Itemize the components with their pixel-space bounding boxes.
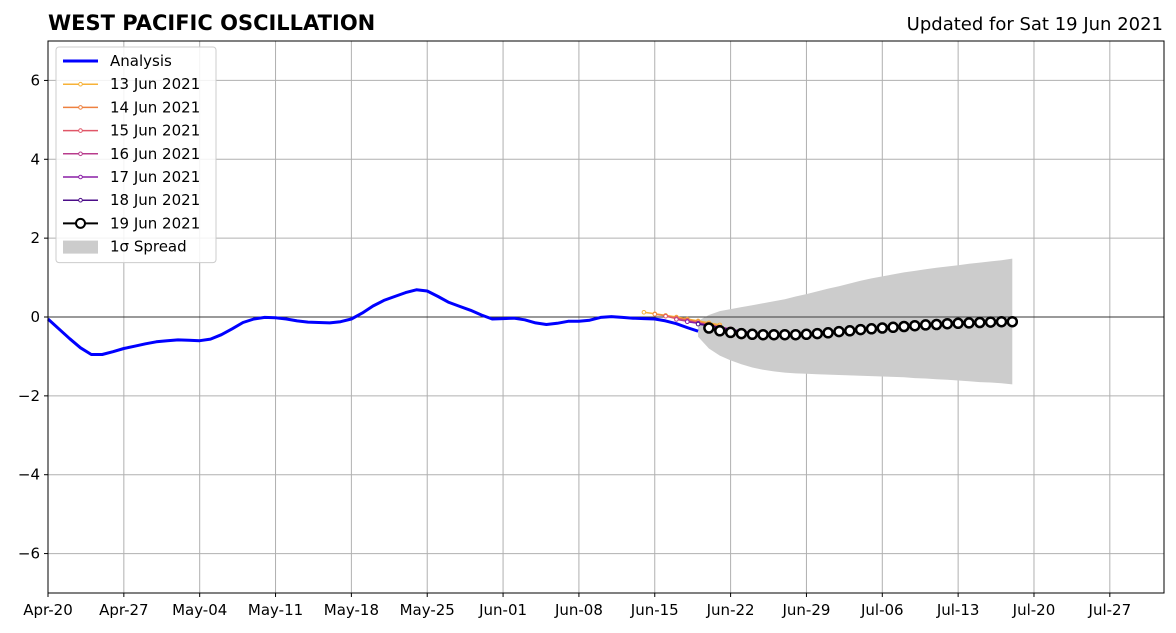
legend-label: Analysis	[110, 52, 172, 70]
y-axis-ticks: −6 −4 −2 0 2 4 6	[18, 71, 48, 563]
forecast-point	[674, 317, 679, 322]
forecast-point	[695, 321, 701, 327]
legend-swatch-marker	[75, 217, 86, 229]
y-tick-label: −6	[18, 545, 40, 563]
analysis-line	[46, 288, 699, 356]
legend-swatch-marker	[78, 197, 83, 203]
legend-item: 1σ Spread	[63, 238, 187, 256]
forecast-point	[685, 319, 690, 325]
legend-label: 19 Jun 2021	[110, 214, 200, 232]
forecast-point	[641, 310, 647, 315]
analysis-layer	[46, 288, 699, 356]
x-tick-label: May-25	[400, 601, 455, 619]
legend-label: 16 Jun 2021	[110, 145, 200, 163]
legend-item: Analysis	[63, 52, 172, 70]
legend-box	[55, 46, 217, 264]
legend-label: 17 Jun 2021	[110, 168, 200, 186]
x-tick-label: Jul-06	[860, 601, 904, 619]
x-axis-ticks: Apr-20 Apr-27 May-04 May-11 May-18 May-25 Jun-…	[23, 593, 1131, 619]
forecast-point	[887, 321, 899, 334]
legend-label: 13 Jun 2021	[110, 75, 200, 93]
x-tick-label: Jun-29	[781, 601, 830, 619]
y-tick-label: −4	[18, 466, 40, 484]
legend-label: 1σ Spread	[110, 238, 187, 256]
forecast-point	[995, 315, 1008, 328]
forecast-point	[1006, 315, 1019, 328]
legend-label: 15 Jun 2021	[110, 122, 200, 140]
legend-swatch-marker	[78, 128, 83, 133]
legend-item: 18 Jun 2021	[63, 191, 200, 209]
forecast-point	[909, 319, 921, 332]
forecast-point	[876, 322, 889, 334]
legend-item: 19 Jun 2021	[63, 214, 200, 232]
forecast-point	[779, 328, 791, 341]
forecast-point	[865, 323, 878, 335]
legend-swatch	[63, 240, 98, 254]
forecast-point	[930, 318, 943, 331]
forecast-point	[941, 317, 954, 330]
x-tick-label: Jun-15	[630, 601, 679, 619]
y-tick-label: 0	[30, 308, 40, 326]
forecast-point	[844, 325, 856, 337]
y-tick-label: 6	[30, 71, 40, 89]
legend-item: 15 Jun 2021	[63, 122, 200, 140]
x-tick-label: Jul-20	[1012, 601, 1056, 619]
legend-item: 14 Jun 2021	[63, 98, 200, 116]
y-tick-label: 4	[30, 150, 40, 168]
forecast-point	[919, 319, 932, 331]
x-tick-label: Jun-01	[478, 601, 527, 619]
legend-label: 18 Jun 2021	[110, 191, 200, 209]
forecast-point	[822, 327, 834, 339]
y-tick-label: −2	[18, 387, 40, 405]
legend-item: 16 Jun 2021	[63, 145, 200, 163]
forecast-point	[768, 328, 780, 341]
x-tick-label: Jun-08	[554, 601, 603, 619]
x-tick-label: Jun-22	[706, 601, 755, 619]
forecast-series	[703, 315, 1019, 341]
forecast-layer	[641, 310, 1019, 341]
legend-item: 17 Jun 2021	[63, 168, 200, 186]
forecast-point	[854, 323, 867, 336]
chart-title: WEST PACIFIC OSCILLATION	[48, 11, 375, 35]
chart-subtitle: Updated for Sat 19 Jun 2021	[907, 14, 1163, 35]
forecast-point	[652, 311, 658, 317]
legend: Analysis 13 Jun 2021 14 Jun 2021 15 Jun 202…	[55, 46, 217, 264]
legend-swatch-marker	[78, 105, 83, 110]
x-tick-label: Jul-13	[936, 601, 980, 619]
forecast-point	[800, 328, 813, 341]
forecast-point	[757, 328, 769, 341]
x-tick-label: May-04	[172, 601, 227, 619]
x-tick-label: May-11	[248, 601, 303, 619]
forecast-point	[663, 313, 668, 319]
forecast-point	[724, 326, 737, 339]
legend-swatch-marker	[78, 174, 83, 180]
forecast-point	[735, 327, 748, 340]
forecast-point	[703, 322, 715, 334]
forecast-point	[898, 320, 910, 333]
forecast-point	[746, 328, 759, 341]
x-tick-label: May-18	[324, 601, 379, 619]
forecast-point	[984, 316, 997, 328]
legend-swatch-marker	[78, 151, 83, 157]
forecast-point	[833, 325, 845, 338]
legend-swatch-marker	[78, 81, 83, 87]
x-tick-label: Jul-27	[1088, 601, 1132, 619]
forecast-point	[963, 317, 975, 329]
forecast-point	[714, 325, 726, 337]
forecast-point	[811, 327, 824, 340]
x-tick-label: Apr-27	[99, 601, 149, 619]
legend-label: 14 Jun 2021	[110, 98, 200, 116]
forecast-point	[974, 316, 986, 329]
legend-item: 13 Jun 2021	[63, 75, 200, 93]
forecast-point	[789, 328, 802, 341]
x-tick-label: Apr-20	[23, 601, 73, 619]
forecast-point	[952, 317, 964, 330]
spread-band	[698, 258, 1013, 385]
spread-band-layer	[698, 258, 1013, 385]
y-tick-label: 2	[30, 229, 40, 247]
